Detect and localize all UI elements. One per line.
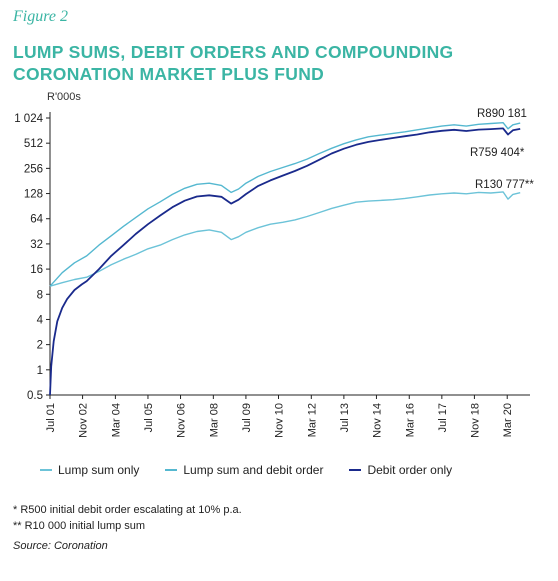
y-tick-label: 256 bbox=[24, 163, 43, 175]
chart-title: LUMP SUMS, DEBIT ORDERS AND COMPOUNDING … bbox=[13, 41, 553, 85]
legend-label-debit-only: Debit order only bbox=[367, 463, 453, 477]
chart-axes: 0.5 1 2 4 8 16 32 64 128 256 512 1 024 Jul 01 Nov 02 M… bbox=[14, 112, 530, 438]
x-tick-label: Jul 05 bbox=[143, 403, 155, 432]
x-tick-label: Mar 08 bbox=[208, 403, 220, 437]
figure-label: Figure 2 bbox=[13, 8, 68, 25]
end-label-debit-only: R759 404* bbox=[470, 147, 525, 159]
x-tick-label: Nov 14 bbox=[371, 403, 383, 438]
series-line-lump-and-debit bbox=[49, 121, 521, 287]
x-tick-label: Mar 16 bbox=[404, 403, 416, 437]
chart-title-line-1: LUMP SUMS, DEBIT ORDERS AND COMPOUNDING bbox=[13, 42, 454, 62]
y-tick-label: 128 bbox=[24, 189, 43, 201]
legend-swatch-lump-sum bbox=[40, 469, 52, 471]
y-tick-label: 8 bbox=[37, 289, 43, 301]
x-tick-label: Jul 17 bbox=[437, 403, 449, 432]
footnote-debit-order: * R500 initial debit order escalating at… bbox=[13, 504, 242, 516]
y-tick-label: 4 bbox=[37, 314, 44, 326]
x-tick-label: Nov 18 bbox=[469, 403, 481, 438]
footnote-lump-sum: ** R10 000 initial lump sum bbox=[13, 520, 146, 532]
x-tick-label: Jul 13 bbox=[339, 403, 351, 432]
y-tick-label: 1 bbox=[37, 365, 43, 377]
x-tick-label: Mar 20 bbox=[502, 403, 514, 437]
legend-item-debit-only: Debit order only bbox=[349, 463, 452, 477]
source-note: Source: Coronation bbox=[13, 540, 108, 552]
legend-label-lump-sum: Lump sum only bbox=[58, 463, 140, 477]
y-axis-unit-label: R'000s bbox=[47, 91, 81, 103]
y-tick-label: 512 bbox=[24, 138, 43, 150]
legend: Lump sum only Lump sum and debit order D… bbox=[40, 463, 452, 477]
legend-label-lump-and-debit: Lump sum and debit order bbox=[183, 463, 324, 477]
y-tick-label: 16 bbox=[30, 264, 43, 276]
y-tick-label: 64 bbox=[30, 214, 43, 226]
series-layer bbox=[49, 121, 521, 396]
series-line-debit-only bbox=[49, 127, 521, 396]
y-tick-label: 0.5 bbox=[27, 390, 43, 402]
legend-swatch-lump-and-debit bbox=[165, 469, 178, 471]
end-label-lump-sum: R130 777** bbox=[475, 179, 534, 191]
series-line-lump-sum bbox=[49, 191, 521, 287]
y-tick-label: 2 bbox=[37, 340, 43, 352]
y-tick-label: 32 bbox=[30, 239, 43, 251]
x-tick-label: Mar 12 bbox=[306, 403, 318, 437]
end-label-lump-and-debit: R890 181 bbox=[477, 108, 527, 120]
chart-title-line-2: CORONATION MARKET PLUS FUND bbox=[13, 64, 325, 84]
x-tick-label: Jul 09 bbox=[241, 403, 253, 432]
legend-item-lump-and-debit: Lump sum and debit order bbox=[165, 463, 323, 477]
end-labels: R130 777** R890 181 R759 404* bbox=[470, 108, 534, 191]
legend-item-lump-sum: Lump sum only bbox=[40, 463, 139, 477]
x-tick-label: Nov 10 bbox=[273, 403, 285, 438]
x-tick-label: Mar 04 bbox=[110, 403, 122, 437]
x-tick-label: Nov 02 bbox=[78, 403, 90, 438]
legend-swatch-debit-only bbox=[349, 469, 362, 471]
y-tick-label: 1 024 bbox=[14, 113, 43, 125]
x-tick-label: Jul 01 bbox=[45, 403, 57, 432]
x-tick-label: Nov 06 bbox=[176, 403, 188, 438]
footnotes: * R500 initial debit order escalating at… bbox=[13, 502, 242, 534]
